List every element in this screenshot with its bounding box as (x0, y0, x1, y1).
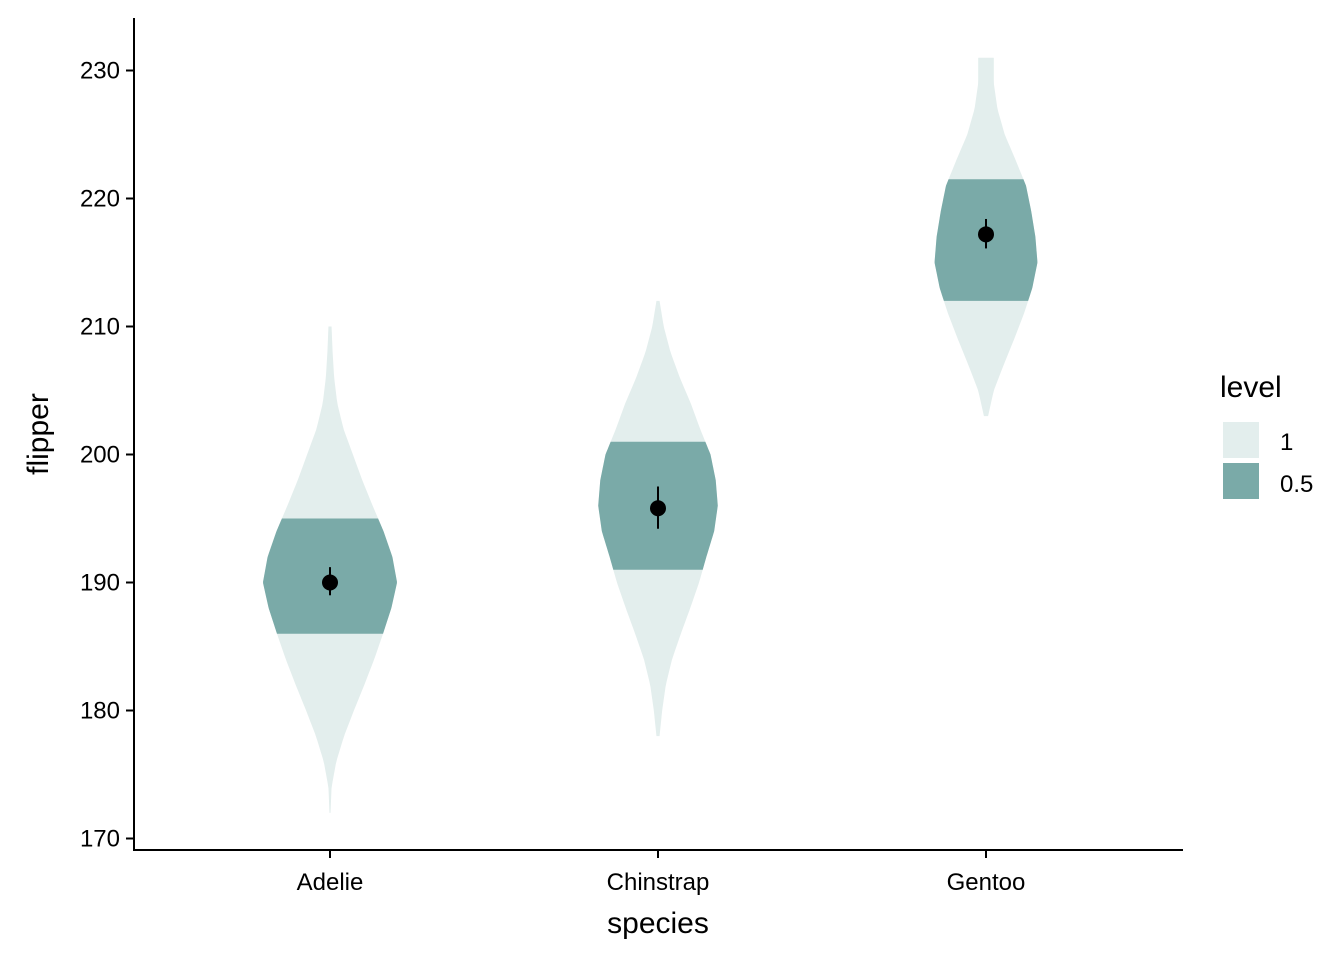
legend: level 1 0.5 (1220, 371, 1313, 499)
x-tick-label-adelie: Adelie (297, 869, 364, 896)
mean-point-chinstrap (650, 500, 666, 517)
x-ticks: Adelie Chinstrap Gentoo (297, 850, 1026, 896)
y-axis-title: flipper (22, 393, 55, 475)
points-layer (322, 218, 994, 596)
x-tick-label-chinstrap: Chinstrap (607, 869, 710, 896)
y-tick-label-180: 180 (80, 698, 120, 725)
y-tick-label-230: 230 (80, 58, 120, 85)
y-tick-label-200: 200 (80, 442, 120, 469)
mean-point-adelie (322, 574, 338, 591)
y-ticks: 170 180 190 200 210 220 230 (80, 58, 134, 853)
y-tick-label-190: 190 (80, 570, 120, 597)
legend-key-1 (1223, 422, 1259, 458)
legend-title: level (1220, 371, 1282, 404)
y-tick-label-170: 170 (80, 826, 120, 853)
y-tick-label-220: 220 (80, 186, 120, 213)
legend-label-0-5: 0.5 (1280, 471, 1313, 498)
mean-point-gentoo (978, 226, 994, 243)
legend-label-1: 1 (1280, 429, 1293, 456)
x-axis-title: species (607, 907, 709, 940)
violins-layer (263, 57, 1038, 813)
y-tick-label-210: 210 (80, 314, 120, 341)
legend-key-0-5 (1223, 463, 1259, 499)
x-tick-label-gentoo: Gentoo (947, 869, 1026, 896)
